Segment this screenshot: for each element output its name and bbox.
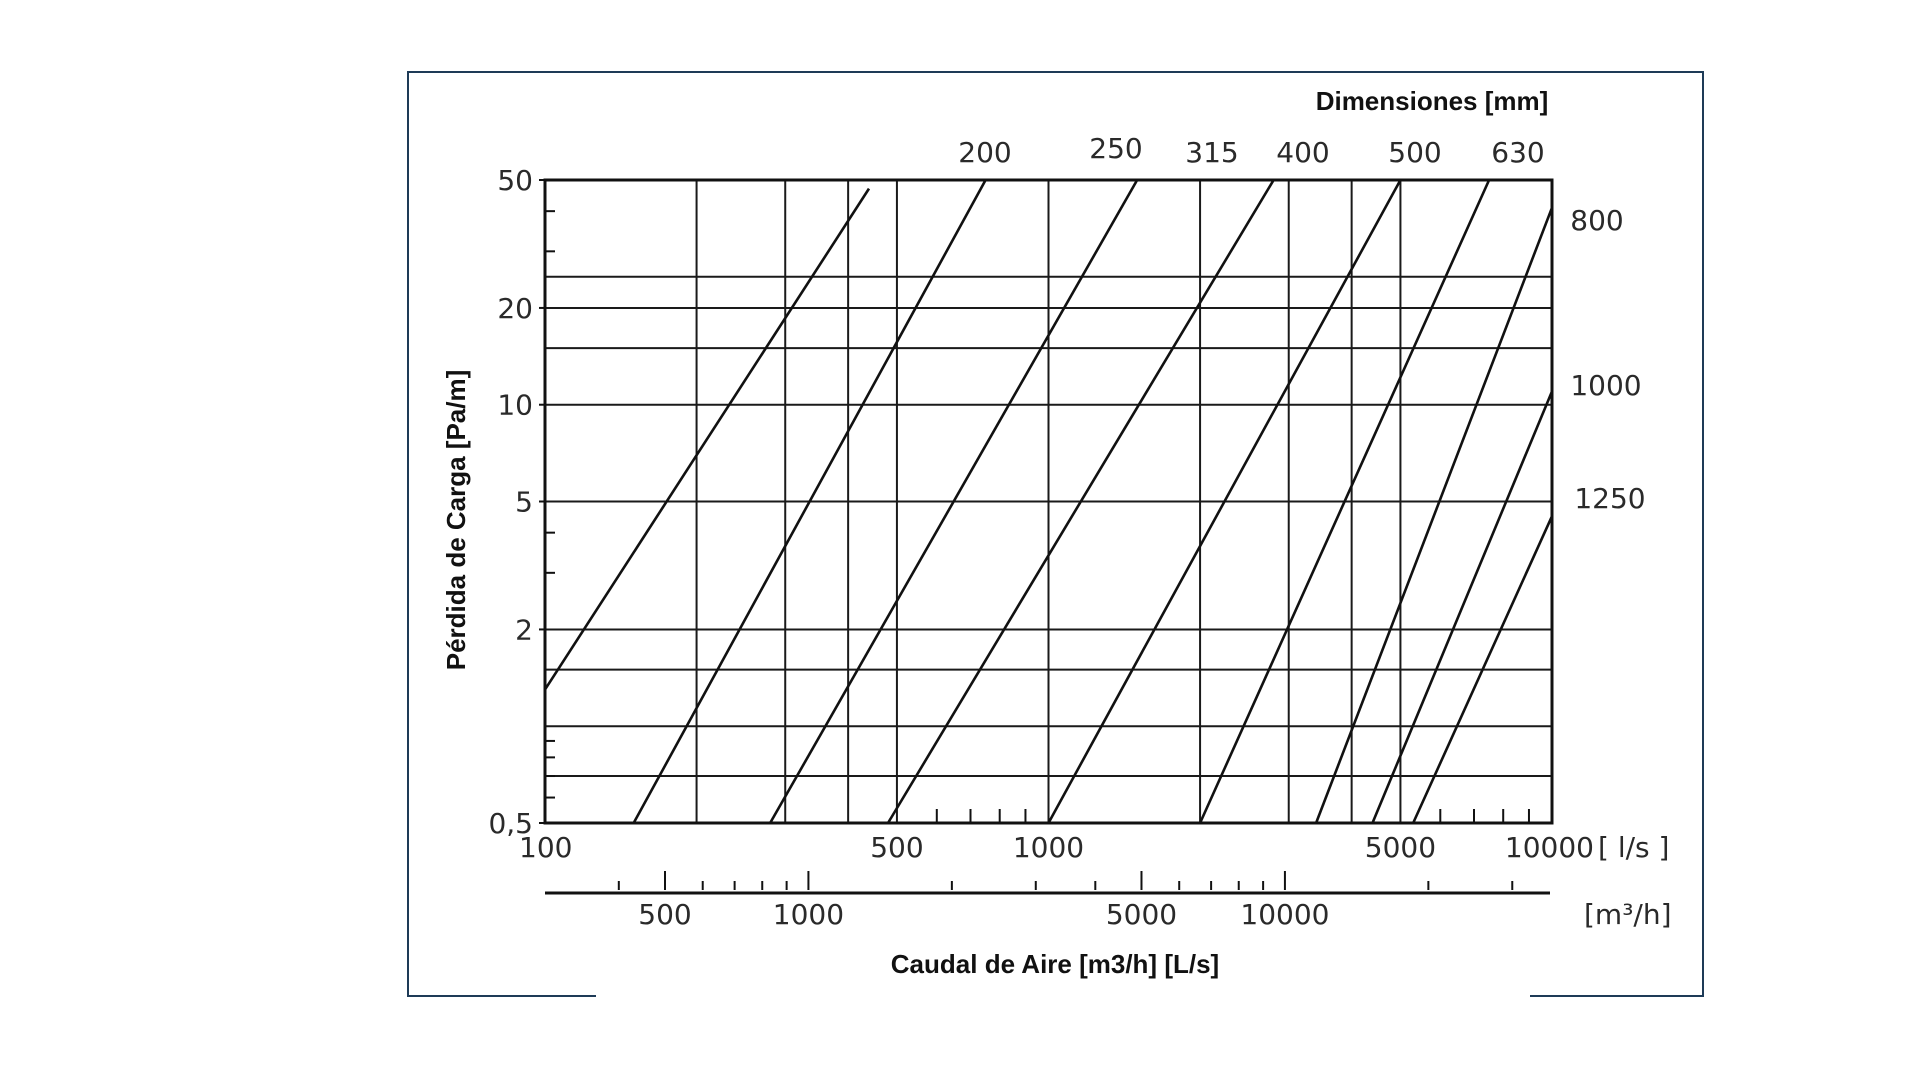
curve-500 <box>1047 179 1402 824</box>
x-tick-label: 5000 <box>1365 831 1436 864</box>
curve-200 <box>543 187 871 691</box>
x-tick-label: 100 <box>519 831 572 864</box>
x-unit-secondary: [m³/h] <box>1584 898 1672 931</box>
series-label-400: 400 <box>1276 136 1329 169</box>
curve-250 <box>632 179 987 824</box>
series-label-200: 200 <box>958 136 1011 169</box>
x-tick-label: 10000 <box>1505 831 1594 864</box>
curve-315 <box>769 179 1139 824</box>
x-unit-primary: [ l/s ] <box>1598 831 1669 864</box>
y-tick-label: 2 <box>515 613 533 646</box>
curve-800 <box>1314 207 1554 824</box>
series-label-315: 315 <box>1185 136 1238 169</box>
y-tick-label: 20 <box>497 292 533 325</box>
curve-400 <box>886 179 1275 824</box>
y-tick-label: 5 <box>515 486 533 519</box>
series-label-1000: 1000 <box>1570 369 1641 402</box>
curve-630 <box>1198 179 1491 824</box>
y-tick-label: 50 <box>497 164 533 197</box>
y-tick-label: 0,5 <box>488 807 533 840</box>
x-secondary-tick-label: 10000 <box>1240 898 1329 931</box>
series-label-250: 250 <box>1089 132 1142 165</box>
series-label-500: 500 <box>1388 136 1441 169</box>
series-label-800: 800 <box>1570 204 1623 237</box>
curve-1250 <box>1411 515 1554 824</box>
x-tick-label: 500 <box>870 831 923 864</box>
dimensions-title: Dimensiones [mm] <box>1316 86 1549 116</box>
x-axis-title: Caudal de Aire [m3/h] [L/s] <box>891 949 1219 979</box>
x-tick-label: 1000 <box>1013 831 1084 864</box>
y-tick-label: 10 <box>497 389 533 422</box>
x-secondary-tick-label: 500 <box>638 898 691 931</box>
x-secondary-tick-label: 1000 <box>773 898 844 931</box>
y-axis-title: Pérdida de Carga [Pa/m] <box>441 370 471 671</box>
x-secondary-tick-label: 5000 <box>1106 898 1177 931</box>
series-label-630: 630 <box>1491 136 1544 169</box>
series-label-1250: 1250 <box>1574 482 1645 515</box>
curve-1000 <box>1371 390 1554 824</box>
